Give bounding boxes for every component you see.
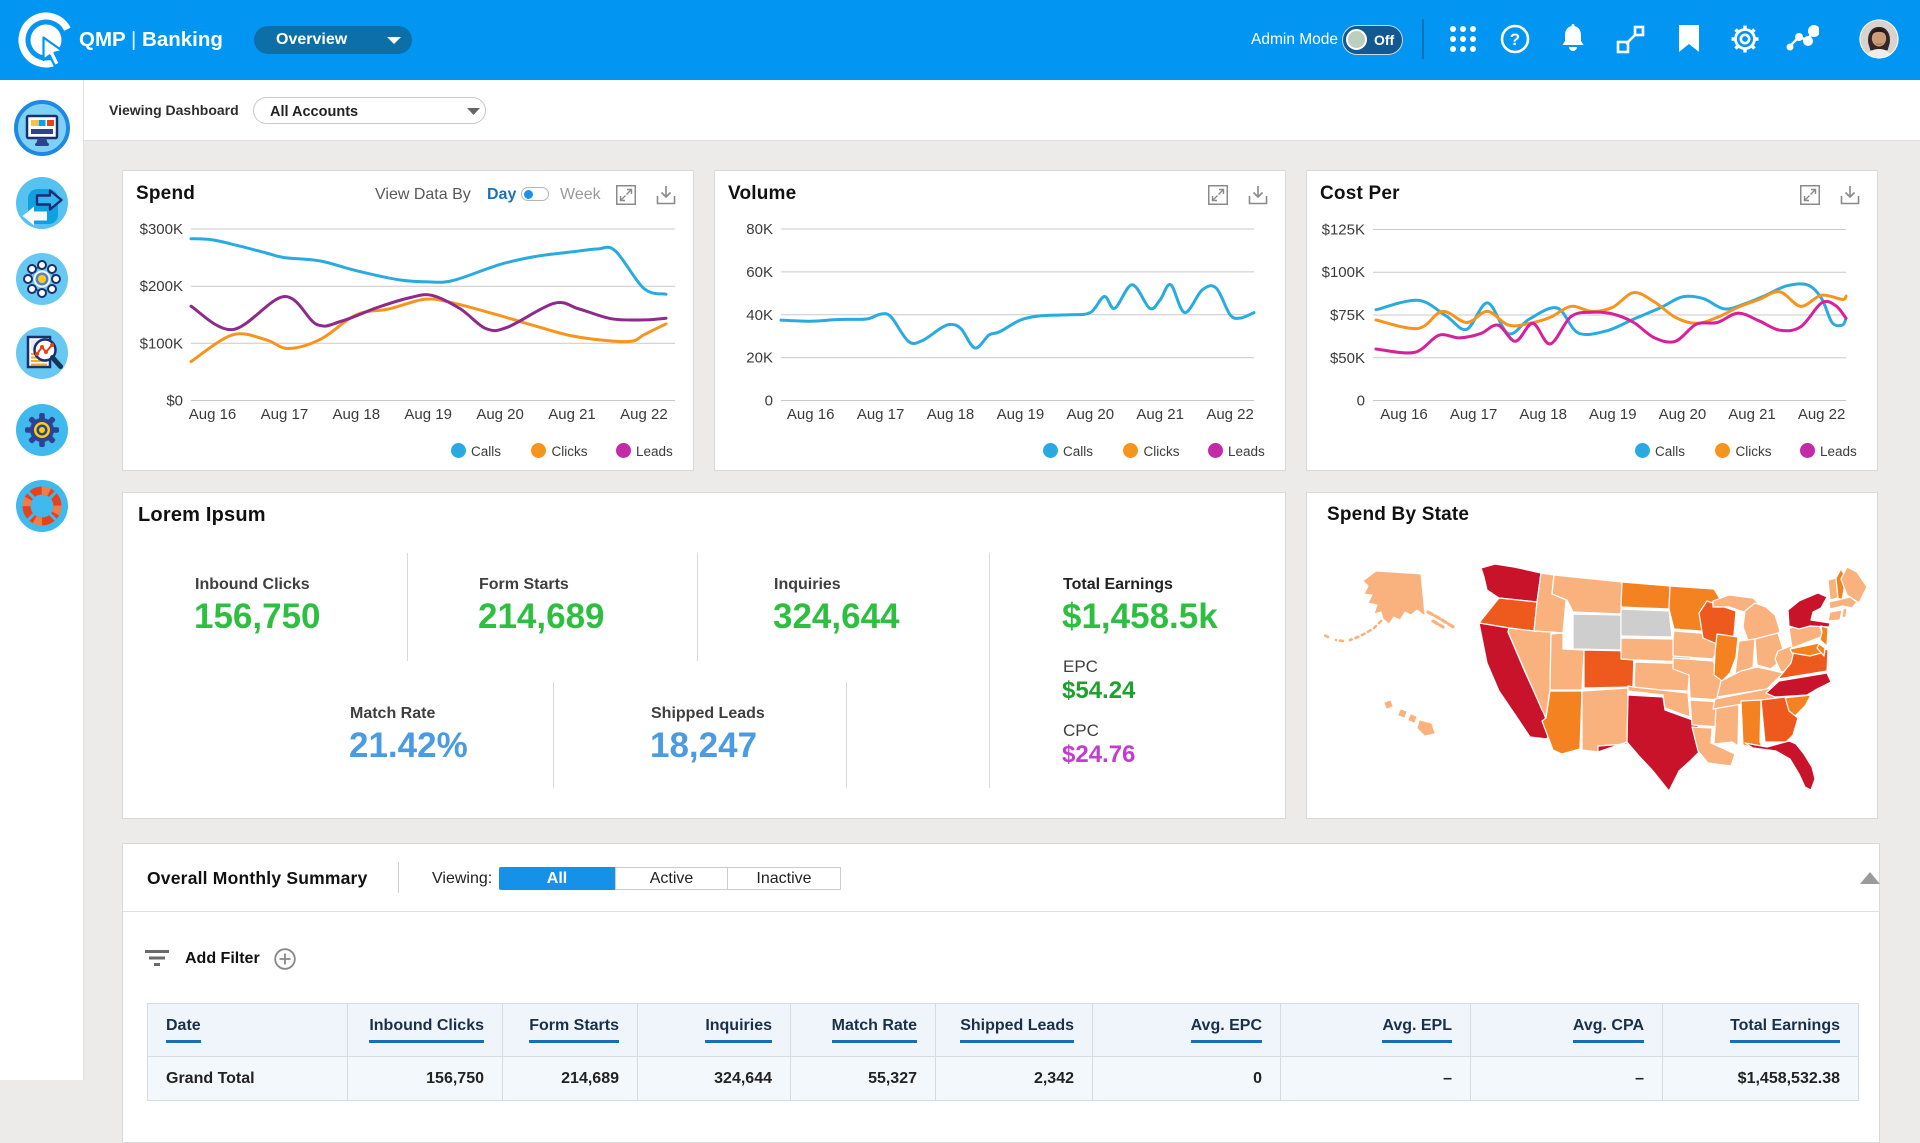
svg-text:Aug 19: Aug 19 [404,406,452,423]
svg-text:Aug 17: Aug 17 [857,406,905,423]
svg-text:$100K: $100K [1322,264,1365,281]
svg-text:Aug 22: Aug 22 [1798,406,1846,423]
svg-text:40K: 40K [746,307,773,324]
svg-text:Aug 17: Aug 17 [261,406,309,423]
svg-text:20K: 20K [746,350,773,367]
svg-text:Aug 20: Aug 20 [1067,406,1115,423]
svg-text:$300K: $300K [140,221,183,238]
svg-text:$50K: $50K [1330,350,1365,367]
svg-text:Aug 17: Aug 17 [1450,406,1498,423]
svg-text:Aug 21: Aug 21 [548,406,596,423]
svg-text:Aug 21: Aug 21 [1136,406,1184,423]
svg-text:0: 0 [1357,393,1365,410]
svg-text:Aug 20: Aug 20 [1659,406,1707,423]
svg-text:Aug 16: Aug 16 [787,406,835,423]
svg-text:$100K: $100K [140,335,183,352]
svg-text:$200K: $200K [140,278,183,295]
svg-text:Aug 22: Aug 22 [620,406,668,423]
svg-text:80K: 80K [746,221,773,238]
svg-text:Aug 18: Aug 18 [927,406,975,423]
svg-text:?: ? [1510,30,1520,49]
svg-text:Aug 19: Aug 19 [1589,406,1637,423]
svg-text:Aug 19: Aug 19 [997,406,1045,423]
svg-text:Aug 16: Aug 16 [189,406,237,423]
svg-text:Aug 20: Aug 20 [476,406,524,423]
svg-text:Aug 18: Aug 18 [333,406,381,423]
svg-text:60K: 60K [746,264,773,281]
svg-text:Aug 16: Aug 16 [1380,406,1428,423]
svg-text:$125K: $125K [1322,222,1365,239]
svg-text:Aug 22: Aug 22 [1206,406,1254,423]
svg-text:$0: $0 [166,393,183,410]
svg-text:$75K: $75K [1330,307,1365,324]
svg-text:Aug 18: Aug 18 [1519,406,1567,423]
svg-text:0: 0 [765,393,773,410]
svg-text:Aug 21: Aug 21 [1728,406,1776,423]
